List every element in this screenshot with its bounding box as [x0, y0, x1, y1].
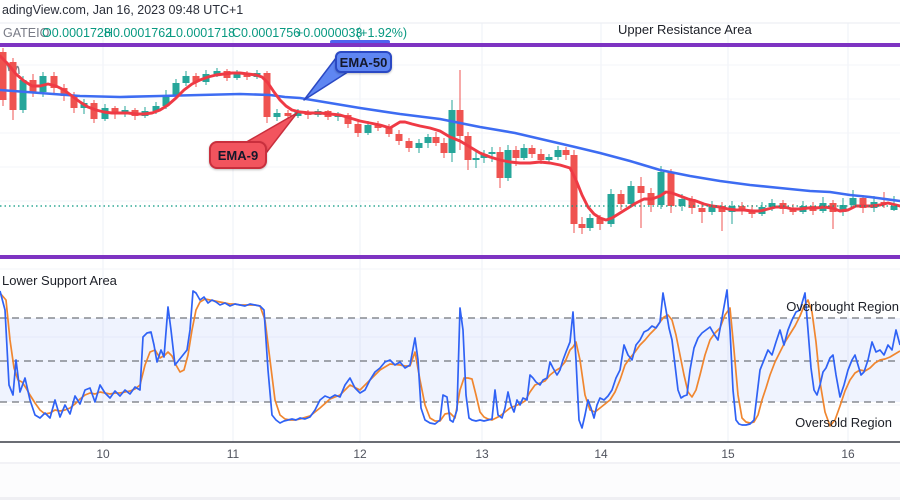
candle-body: [839, 205, 847, 212]
candle-body: [768, 203, 776, 207]
candle-body: [273, 113, 281, 117]
candle-body: [586, 218, 594, 228]
candle-body: [617, 194, 625, 204]
x-axis-label: 11: [226, 447, 240, 461]
candle-body: [90, 103, 98, 119]
candle-body: [678, 199, 686, 206]
candle-body: [19, 80, 27, 110]
candle-body: [578, 224, 586, 228]
candle-body: [637, 186, 645, 193]
candle-body: [354, 124, 362, 133]
candle-body: [488, 152, 496, 154]
candle-body: [849, 198, 857, 205]
candle-body: [405, 141, 413, 148]
candle-body: [182, 76, 190, 83]
change-percent: (+1.92%): [356, 26, 408, 40]
candle-body: [718, 206, 726, 212]
candle-body: [537, 154, 545, 160]
oversold-region-label[interactable]: Oversold Region: [795, 415, 892, 430]
candle-body: [596, 218, 604, 224]
lower-support-label[interactable]: Lower Support Area: [2, 273, 117, 288]
candle-body: [424, 137, 432, 143]
ema50-callout[interactable]: EMA-50: [335, 51, 392, 73]
overbought-region-label[interactable]: Overbought Region: [786, 299, 899, 314]
candle-body: [545, 157, 553, 160]
candle-body: [213, 71, 221, 74]
candle-body: [528, 148, 536, 154]
x-axis-label: 14: [594, 447, 608, 461]
candle-body: [708, 206, 716, 212]
candle-body: [432, 137, 440, 143]
candle-body: [364, 125, 372, 133]
candle-body: [570, 155, 578, 224]
candle-body: [9, 62, 17, 110]
symbol-label: GATEIO: [3, 26, 50, 40]
candle-body: [152, 106, 160, 111]
ohlc-low-value: L0.0001718: [169, 26, 236, 40]
candle-body: [374, 125, 382, 128]
ema9-line[interactable]: [0, 54, 900, 222]
candle-body: [111, 108, 119, 114]
ohlc-close-value: C0.0001756: [232, 26, 301, 40]
bottom-margin: [0, 464, 900, 500]
candle-body: [562, 150, 570, 155]
candle-body: [0, 52, 7, 100]
candle-body: [162, 95, 170, 106]
stochastic-d-line[interactable]: [0, 292, 900, 427]
candle-body: [520, 148, 528, 158]
candle-body: [50, 76, 58, 88]
candle-body: [688, 199, 696, 208]
candle-body: [738, 206, 746, 210]
candle-body: [70, 96, 78, 108]
candle-body: [60, 88, 68, 96]
candle-body: [554, 150, 562, 157]
candle-body: [472, 158, 480, 160]
x-axis-label: 12: [353, 447, 367, 461]
candle-body: [448, 110, 456, 153]
candle-body: [385, 128, 393, 134]
candle-body: [464, 136, 472, 160]
ema9-callout-label: EMA-9: [217, 147, 259, 163]
stochastic-k-line[interactable]: [0, 289, 900, 429]
ema9-callout[interactable]: EMA-9: [209, 141, 267, 169]
candle-body: [512, 150, 520, 158]
candle-body: [890, 206, 898, 210]
upper-resistance-label[interactable]: Upper Resistance Area: [618, 22, 752, 37]
candle-body: [789, 209, 797, 212]
candle-body: [415, 143, 423, 148]
x-axis-label: 15: [721, 447, 735, 461]
candle-body: [657, 172, 665, 205]
candle-body: [504, 150, 512, 178]
candle-body: [233, 73, 241, 78]
x-axis-label: 10: [96, 447, 110, 461]
candle-body: [627, 186, 635, 204]
candle-body: [192, 76, 200, 82]
x-axis-label: 13: [475, 447, 489, 461]
candle-body: [607, 194, 615, 224]
candle-body: [284, 113, 292, 116]
x-axis-label: 16: [841, 447, 855, 461]
ohlc-high-value: H0.0001762: [104, 26, 173, 40]
candle-body: [496, 152, 504, 178]
bottom-edge-strip: [0, 497, 900, 500]
candle-body: [698, 208, 706, 212]
candle-body: [294, 112, 302, 116]
candle-body: [395, 134, 403, 141]
candle-body: [344, 115, 352, 124]
ema50-line[interactable]: [0, 88, 900, 203]
candle-body: [440, 143, 448, 153]
ohlc-open-value: O0.0001728: [42, 26, 111, 40]
candle-body: [172, 83, 180, 95]
candle-body: [859, 198, 867, 208]
ema50-callout-label: EMA-50: [339, 54, 388, 70]
candle-body: [667, 172, 675, 206]
watermark-date-line: adingView.com, Jan 16, 2023 09:48 UTC+1: [2, 3, 244, 17]
change-absolute: +0.0000033: [296, 26, 363, 40]
